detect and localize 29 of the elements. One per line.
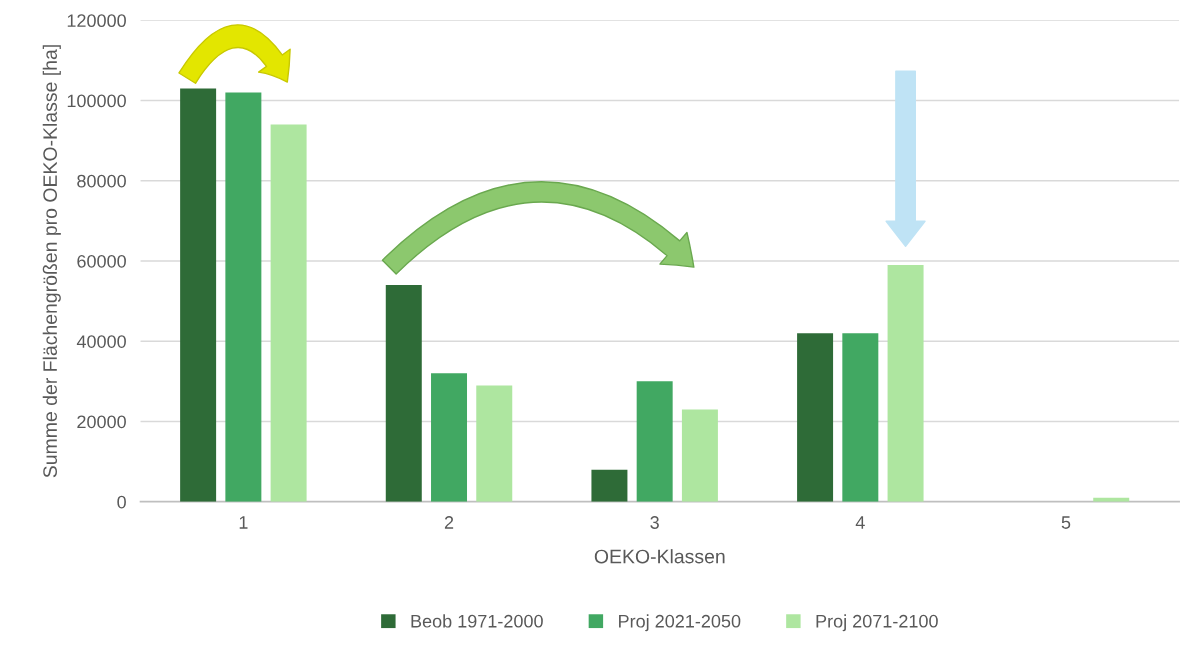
bar <box>476 385 513 502</box>
x-tick-label: 2 <box>444 516 454 529</box>
y-tick-label: 120000 <box>67 14 126 28</box>
bar <box>431 373 468 502</box>
bar <box>887 265 924 502</box>
x-tick-label: 1 <box>239 516 248 529</box>
y-tick-label: 40000 <box>76 335 126 348</box>
x-tick-label: 5 <box>1061 516 1071 529</box>
bar <box>842 333 879 502</box>
legend-label: Proj 2021-2050 <box>619 614 741 632</box>
y-tick-label: 20000 <box>77 415 126 429</box>
bar <box>591 469 628 502</box>
x-tick-label: 3 <box>650 516 659 529</box>
bar <box>385 285 422 502</box>
y-tick-label: 60000 <box>77 254 126 268</box>
x-axis-title: OEKO-Klassen <box>594 549 725 564</box>
y-tick-label: 80000 <box>77 174 126 188</box>
bar <box>636 381 673 502</box>
y-axis-title: Summe der Flächengrößen pro OEKO-Klasse [ha] <box>42 45 61 478</box>
bar <box>180 88 217 502</box>
legend-label: Proj 2071-2100 <box>816 614 938 632</box>
bar <box>681 409 718 502</box>
y-tick-label: 100000 <box>67 94 126 108</box>
legend-label: Beob 1971-2000 <box>411 614 543 628</box>
bar <box>797 333 834 502</box>
bar <box>225 92 262 502</box>
bar <box>270 124 307 502</box>
x-tick-label: 4 <box>855 516 865 529</box>
y-tick-label: 0 <box>117 495 126 509</box>
